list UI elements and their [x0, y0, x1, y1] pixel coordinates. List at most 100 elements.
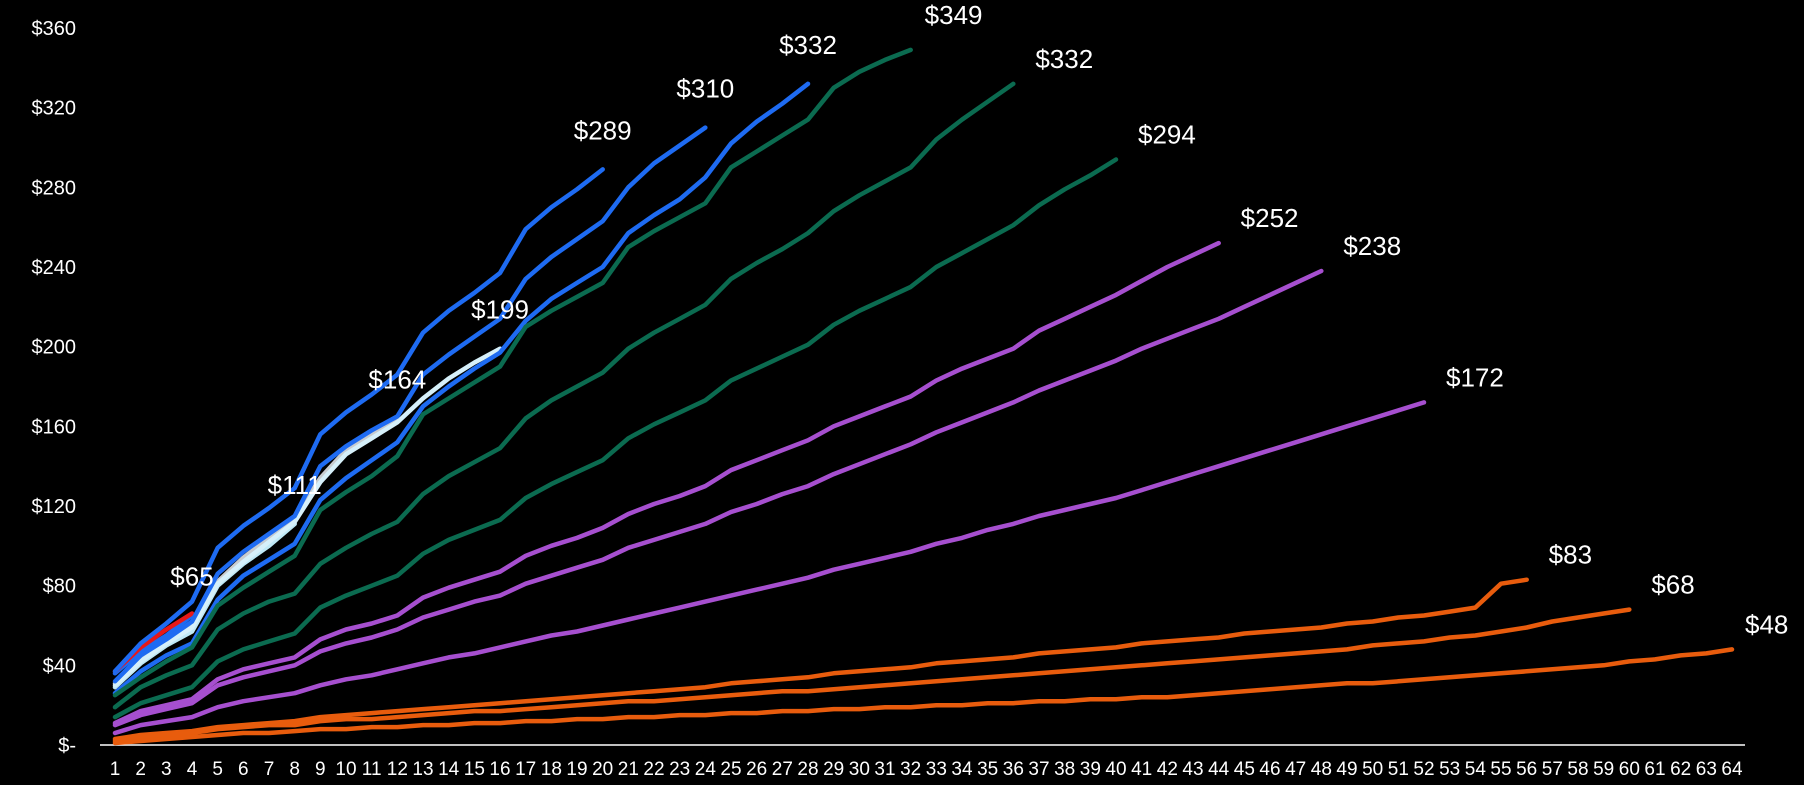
x-tick-label: 39 [1080, 759, 1101, 780]
series-end-label: $349 [925, 0, 983, 30]
x-tick-label: 33 [926, 759, 947, 780]
x-tick-label: 11 [362, 759, 382, 780]
x-tick-label: 46 [1259, 759, 1280, 780]
series-line [112, 400, 1427, 736]
x-tick-label: 37 [1028, 759, 1049, 780]
x-tick-label: 14 [438, 759, 460, 780]
x-tick-label: 51 [1388, 759, 1409, 780]
x-tick-label: 8 [289, 759, 300, 780]
y-tick-label: $120 [32, 496, 77, 518]
series-end-label: $48 [1745, 609, 1788, 639]
x-tick-label: 30 [849, 759, 870, 780]
x-tick-label: 50 [1362, 759, 1383, 780]
x-tick-label: 38 [1054, 759, 1075, 780]
y-tick-label: $280 [32, 177, 77, 199]
x-tick-label: 58 [1567, 759, 1588, 780]
series-end-label: $310 [676, 74, 734, 104]
x-tick-label: 48 [1311, 759, 1332, 780]
x-tick-label: 61 [1644, 759, 1665, 780]
x-tick-label: 29 [823, 759, 844, 780]
x-tick-label: 24 [695, 759, 717, 780]
y-tick-label: $40 [43, 655, 76, 677]
x-tick-label: 31 [874, 759, 895, 780]
series-line [112, 268, 1324, 728]
series-line [112, 167, 605, 674]
x-tick-label: 35 [977, 759, 998, 780]
series-end-label: $65 [170, 562, 213, 592]
series-line [112, 157, 1119, 720]
series-end-label: $252 [1241, 203, 1299, 233]
series-end-label: $238 [1343, 231, 1401, 261]
x-tick-label: 27 [772, 759, 793, 780]
x-tick-label: 20 [592, 759, 613, 780]
y-tick-label: $- [58, 735, 76, 757]
x-tick-label: 55 [1490, 759, 1511, 780]
x-tick-label: 19 [566, 759, 587, 780]
x-tick-label: 54 [1465, 759, 1487, 780]
x-tick-label: 9 [315, 759, 326, 780]
y-tick-label: $360 [32, 18, 77, 40]
x-tick-label: 47 [1285, 759, 1306, 780]
x-tick-label: 13 [412, 759, 433, 780]
series-end-label: $111 [268, 470, 322, 500]
x-tick-label: 40 [1105, 759, 1126, 780]
x-tick-label: 25 [720, 759, 741, 780]
x-tick-label: 44 [1208, 759, 1230, 780]
series-end-label: $83 [1549, 540, 1592, 570]
x-tick-label: 21 [618, 759, 639, 780]
x-tick-label: 3 [161, 759, 172, 780]
x-tick-label: 49 [1336, 759, 1357, 780]
x-tick-label: 5 [212, 759, 223, 780]
series-end-label: $332 [779, 30, 837, 60]
x-tick-label: 2 [135, 759, 146, 780]
x-tick-label: 59 [1593, 759, 1614, 780]
x-tick-label: 45 [1234, 759, 1255, 780]
series-line [112, 647, 1735, 746]
x-tick-label: 63 [1696, 759, 1717, 780]
series-end-label: $332 [1035, 44, 1093, 74]
series-end-label: $164 [368, 364, 426, 394]
x-tick-label: 62 [1670, 759, 1691, 780]
series-end-label: $289 [574, 115, 632, 145]
x-axis: 1 2 3 4 5 6 7 8 9 10 11 12 13 14 15 16 17 18 19 20 21 22 23 24 2… [100, 744, 1745, 780]
x-tick-label: 36 [1003, 759, 1024, 780]
x-tick-label: 64 [1721, 759, 1743, 780]
x-tick-label: 53 [1439, 759, 1460, 780]
series-line [112, 125, 708, 684]
x-tick-label: 28 [797, 759, 818, 780]
x-tick-label: 34 [951, 759, 973, 780]
x-tick-label: 56 [1516, 759, 1537, 780]
x-tick-label: 23 [669, 759, 690, 780]
x-tick-label: 10 [335, 759, 356, 780]
y-tick-label: $80 [43, 576, 76, 598]
y-axis: $- $40 $80 $120 $160 $200 $240 $280 $320 $360 [32, 18, 77, 757]
series-line [112, 577, 1529, 742]
series-end-label: $199 [471, 295, 529, 325]
x-tick-label: 6 [238, 759, 249, 780]
x-tick-label: 26 [746, 759, 767, 780]
y-tick-label: $160 [32, 416, 77, 438]
x-tick-label: 32 [900, 759, 921, 780]
series-line [112, 240, 1221, 726]
series-line [112, 607, 1632, 744]
x-tick-label: 16 [489, 759, 510, 780]
series-end-label: $172 [1446, 362, 1504, 392]
x-tick-label: 57 [1542, 759, 1563, 780]
series-line [112, 81, 1016, 710]
x-tick-label: 17 [515, 759, 536, 780]
y-tick-label: $240 [32, 257, 77, 279]
series-line [112, 346, 503, 688]
end-label-layer: $65 $111 $164 $199 $289 $310 $332 $349 $332 $294 $… [170, 0, 1788, 639]
y-tick-label: $320 [32, 98, 77, 120]
x-tick-label: 4 [187, 759, 198, 780]
x-tick-label: 18 [541, 759, 562, 780]
series-end-label: $68 [1651, 570, 1694, 600]
y-tick-label: $200 [32, 337, 77, 359]
x-tick-label: 15 [464, 759, 485, 780]
series-layer [112, 47, 1735, 746]
x-tick-label: 42 [1157, 759, 1178, 780]
series-line [112, 81, 811, 696]
x-tick-label: 43 [1182, 759, 1203, 780]
series-line [112, 47, 913, 698]
